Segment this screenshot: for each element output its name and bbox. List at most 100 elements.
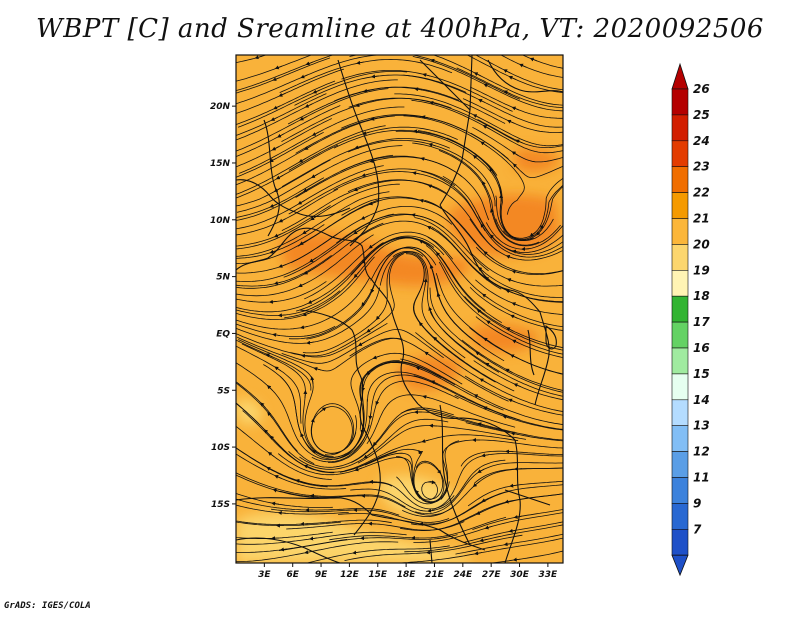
grads-credit: GrADS: IGES/COLA: [4, 601, 91, 611]
colorbar-box: [671, 528, 689, 556]
streamline: [429, 311, 563, 397]
colorbar-label: 9: [693, 496, 701, 510]
streamline-arrow: [540, 222, 545, 230]
streamline-arrow: [428, 142, 437, 147]
streamline-arrow: [429, 101, 438, 105]
streamline-arrow: [509, 483, 518, 488]
streamline: [478, 216, 563, 253]
map-frame: [235, 54, 564, 564]
longitude-axis: 3E 6E 9E 12E 15E 18E 21E 24E 27E 30E 33E: [258, 563, 558, 580]
streamline-arrow: [423, 278, 428, 287]
streamline-arrow: [511, 269, 520, 274]
streamline-arrow: [473, 72, 482, 77]
streamline-arrow: [307, 299, 316, 304]
streamline-arrow: [433, 336, 440, 343]
streamline: [236, 80, 336, 125]
colorbar-box: [671, 244, 689, 271]
streamline: [236, 281, 327, 303]
streamline: [236, 504, 349, 515]
streamline-arrow: [353, 271, 360, 279]
colorbar-label: 15: [693, 367, 710, 381]
lat-tick-label: 5S: [217, 386, 230, 396]
streamline-arrow: [272, 77, 280, 81]
streamline-arrow: [477, 422, 486, 427]
streamline-arrow: [353, 229, 361, 235]
streamline-arrow: [511, 302, 520, 306]
streamline: [475, 279, 563, 315]
streamline: [236, 144, 339, 199]
streamline-arrow: [476, 309, 484, 315]
streamline: [236, 191, 390, 257]
colorbar-box: [671, 88, 689, 116]
streamline: [431, 226, 563, 303]
streamline-arrow: [430, 58, 439, 63]
streamline-arrow: [515, 139, 523, 144]
streamline-arrow: [477, 468, 485, 473]
streamline: [236, 453, 347, 490]
streamline-arrow: [361, 257, 368, 264]
colorbar-box: [671, 140, 689, 168]
streamline: [404, 524, 563, 553]
lat-tick-label: 20N: [210, 102, 231, 112]
streamline: [236, 519, 392, 525]
streamline: [236, 425, 332, 480]
streamlines: [236, 55, 563, 563]
streamline-arrow: [479, 378, 487, 383]
streamline-arrow: [472, 481, 480, 488]
streamline-arrow: [300, 325, 308, 330]
colorbar-box: [671, 218, 689, 245]
streamline-arrow: [278, 218, 286, 223]
streamline-arrow: [300, 74, 308, 79]
map-panel: 20N 15N 10N 5N EQ 5S 10S 15S 3E 6E 9E 12E 15E 18E 21E…: [210, 54, 710, 580]
streamline-arrow: [424, 351, 432, 357]
streamline: [236, 339, 312, 391]
streamline: [469, 218, 563, 261]
streamline-arrow: [303, 187, 311, 192]
streamline: [395, 537, 563, 563]
streamline-arrow: [310, 418, 315, 427]
colorbar-label: 20: [693, 237, 710, 251]
colorbar-label: 19: [693, 263, 710, 277]
streamline: [455, 533, 563, 555]
streamline-arrow: [428, 306, 433, 315]
streamline: [403, 74, 563, 128]
streamline-arrow: [265, 353, 273, 358]
streamline-arrow: [356, 60, 365, 65]
streamline-arrow: [313, 367, 322, 371]
colorbar-box: [671, 269, 689, 297]
streamline-arrow: [273, 187, 281, 192]
streamline-arrow: [510, 354, 518, 359]
streamline-arrow: [422, 73, 431, 77]
streamline-arrow: [360, 215, 369, 220]
streamline-arrow: [352, 550, 361, 555]
streamline-arrow: [375, 313, 382, 321]
lat-tick-label: 5N: [216, 273, 230, 283]
streamline-arrow: [508, 76, 516, 80]
streamline-arrow: [481, 293, 489, 299]
streamline-arrow: [366, 327, 374, 333]
streamline-arrow: [361, 299, 367, 307]
streamline: [460, 450, 563, 467]
chart-title: WBPT [C] and Sreamline at 400hPa, VT: 20…: [36, 14, 764, 44]
colorbar-box: [671, 451, 689, 478]
streamline-arrow: [299, 116, 307, 121]
streamline-arrow: [512, 163, 519, 170]
streamline-arrow: [319, 407, 327, 413]
streamline-arrow: [485, 362, 493, 368]
streamline: [462, 98, 563, 133]
streamline-arrow: [312, 89, 321, 94]
streamline-arrow: [478, 99, 486, 104]
streamline-arrow: [304, 103, 313, 108]
colorbar-label: 25: [693, 108, 710, 122]
streamline-arrow: [484, 525, 493, 530]
lat-tick-label: 15N: [210, 159, 231, 169]
streamline-arrow: [304, 145, 312, 150]
streamline: [503, 184, 563, 240]
streamline-arrow: [279, 547, 288, 552]
streamline-arrow: [268, 299, 277, 304]
lon-tick-label: 12E: [340, 570, 360, 580]
streamline-arrow: [354, 467, 363, 472]
streamline: [463, 521, 563, 543]
streamline-arrow: [274, 65, 283, 70]
streamline: [475, 55, 563, 91]
